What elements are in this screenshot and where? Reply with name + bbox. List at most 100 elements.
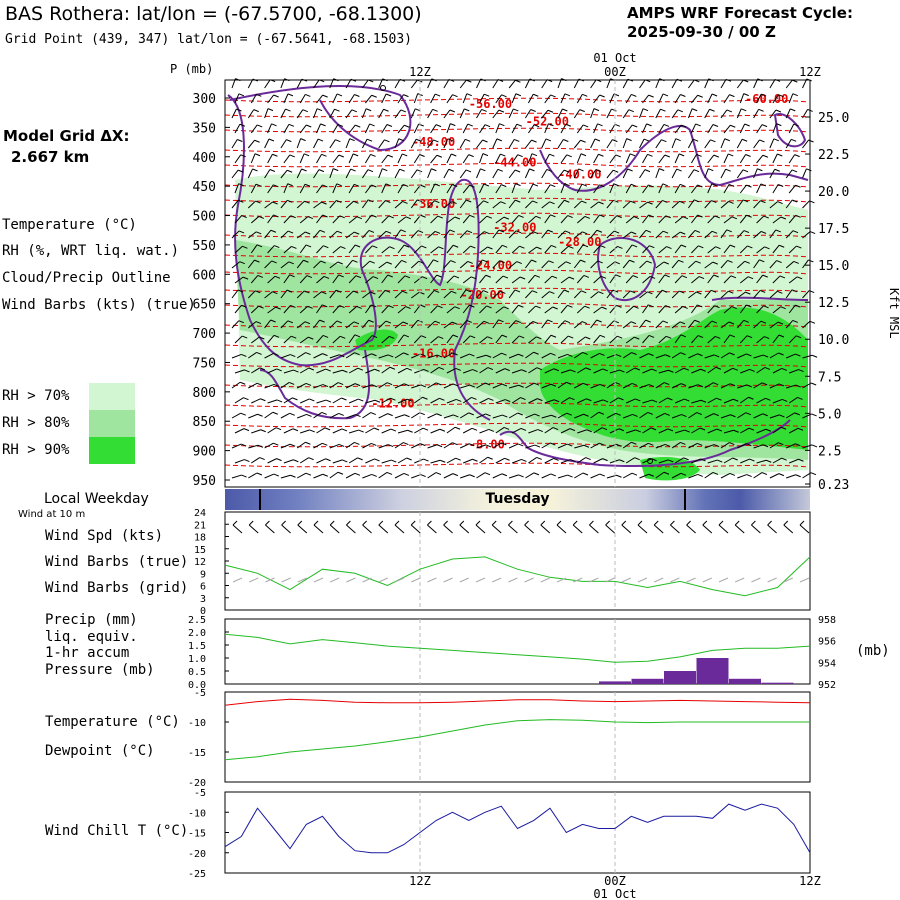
wind-barb <box>362 473 372 479</box>
wind-barb-flag <box>551 244 557 248</box>
wind-barb <box>329 261 339 269</box>
wind-barb-flag <box>615 412 621 416</box>
wind-barb-flag <box>436 274 442 278</box>
height-tick: 17.5 <box>818 222 849 237</box>
wind-barb-flag <box>484 93 490 97</box>
wind-barb <box>737 384 747 389</box>
top-time-tick: 00Z <box>604 65 626 79</box>
wind-barb <box>283 124 290 134</box>
wind-barb-flag <box>585 367 592 371</box>
wind-barb <box>459 230 468 239</box>
wind-barb <box>772 216 782 224</box>
wind-barb <box>299 275 308 284</box>
wind-barb-flag <box>765 428 772 432</box>
wind-barb-flag <box>420 443 426 447</box>
wind-barb <box>492 383 503 389</box>
wind-barb <box>590 201 599 209</box>
wind-barb <box>691 335 699 344</box>
wind-barb-flag <box>498 109 505 113</box>
wind-barb-flag <box>517 412 523 416</box>
wind-barb-flag <box>562 108 568 112</box>
wind-barb-flag <box>433 139 439 143</box>
wind-barb <box>574 444 585 449</box>
wind-barb-flag <box>418 260 424 264</box>
wind-barb-flag <box>255 290 261 294</box>
wind-barb-flag <box>454 306 460 310</box>
wind-barb <box>609 124 616 134</box>
wind-barb-flag <box>487 336 493 340</box>
wind-barb-flag <box>488 397 494 401</box>
wind-barb <box>231 353 242 359</box>
wind-barb <box>606 320 615 329</box>
pressure-tick: 850 <box>193 415 216 430</box>
wind-barb-flag <box>241 304 247 308</box>
wind-barb-flag <box>275 306 281 310</box>
wind-barb-flag <box>743 230 750 234</box>
wind-barb <box>772 184 779 194</box>
wind-barb <box>557 381 567 389</box>
wind-barb-flag <box>483 183 490 187</box>
wind-barb-flag <box>565 123 572 127</box>
wind-barb-flag <box>713 413 719 417</box>
wind-barb <box>394 473 405 479</box>
wind-barb-flag <box>760 200 766 204</box>
wind-barb <box>756 336 765 344</box>
wind-barb <box>639 79 646 89</box>
wind-barb <box>296 383 307 389</box>
wind-barb <box>476 320 485 329</box>
wind-barb <box>443 201 452 209</box>
wind-barb-flag <box>515 199 521 203</box>
wind-barb <box>557 412 567 419</box>
wind-barb <box>296 138 302 149</box>
wind-barb <box>495 306 504 314</box>
wind-barb-flag <box>303 259 309 263</box>
wind-barb <box>707 397 717 404</box>
wind-barb <box>593 214 600 224</box>
wind-barb-flag <box>519 276 526 280</box>
wind-barb <box>544 94 551 104</box>
wind-barb-flag <box>567 353 573 357</box>
wind-barb-flag <box>582 93 588 97</box>
wind-barb-flag <box>631 352 637 356</box>
wind-barb <box>753 444 764 449</box>
wind-barb-flag <box>240 154 246 158</box>
wind-barb-flag <box>619 369 625 373</box>
surface-wind-barb-flag <box>313 520 319 526</box>
wind-barb <box>625 398 636 404</box>
wind-barb-flag <box>742 169 749 173</box>
wind-barb-flag <box>352 153 359 157</box>
wind-barb-flag <box>417 230 424 234</box>
wind-barb-flag <box>760 320 767 324</box>
wind-barb <box>267 368 277 374</box>
wind-barb-flag <box>635 398 641 402</box>
wind-barb-flag <box>468 154 474 158</box>
surface-wind-barb <box>313 524 324 534</box>
wind-barb <box>756 366 766 374</box>
wind-barb <box>527 94 534 104</box>
wind-barb <box>462 215 471 224</box>
wind-barb-flag <box>301 168 307 172</box>
wind-barb <box>462 154 470 164</box>
surface-wind-barb <box>605 524 615 534</box>
wind-barb-flag <box>256 124 263 128</box>
wind-barb <box>593 399 604 404</box>
wind-barb <box>642 399 653 404</box>
wind-barb <box>316 427 326 434</box>
wind-barb-flag <box>563 169 570 173</box>
wind-barb-flag <box>255 231 262 235</box>
wind-barb <box>345 168 352 179</box>
wind-barb <box>525 444 536 449</box>
wind-barb-flag <box>614 261 620 265</box>
wind-barb-flag <box>725 168 731 172</box>
wind-barb-flag <box>617 335 623 339</box>
wind-barb <box>687 79 695 89</box>
wind-barb-flag <box>269 169 276 172</box>
wind-barb <box>753 259 760 269</box>
wind-barb-flag <box>452 383 459 387</box>
pressure-tick: 956 <box>818 637 836 648</box>
wind-barb <box>723 216 733 224</box>
pressure-tick: 650 <box>193 298 216 313</box>
wind-barb <box>740 458 750 464</box>
wind-barb <box>459 320 468 329</box>
grid-wind-barb <box>734 577 745 583</box>
